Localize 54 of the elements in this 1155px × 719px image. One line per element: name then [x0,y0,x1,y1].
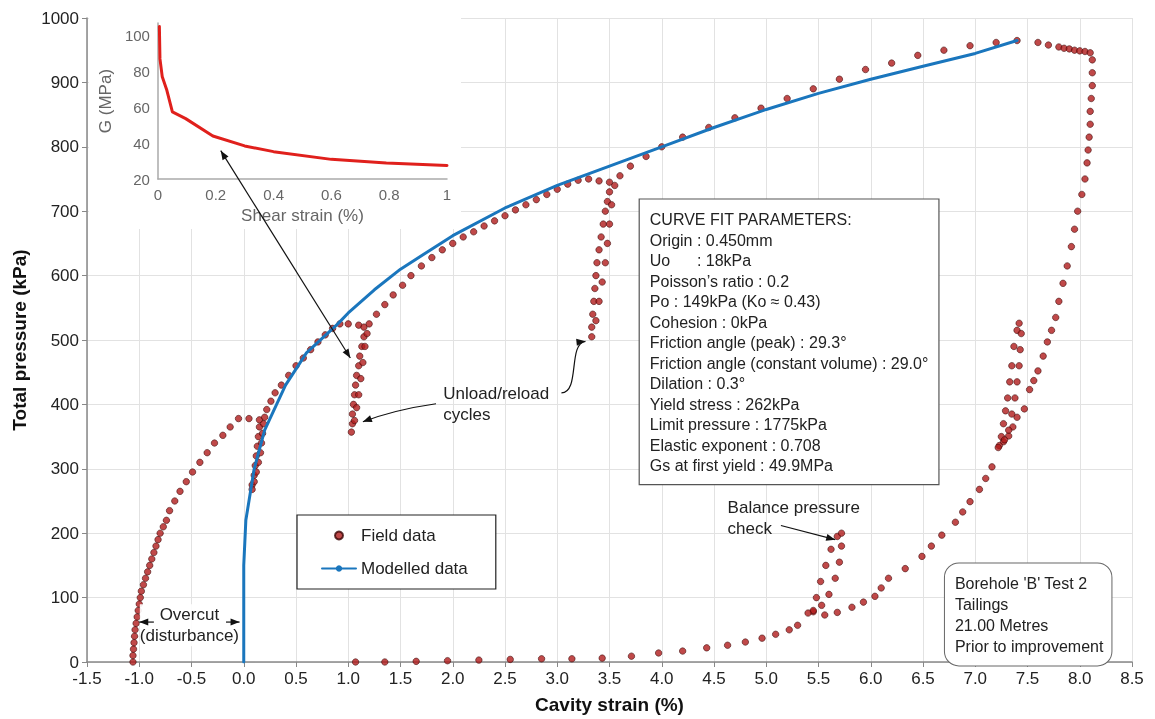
x-tick-label: 2.0 [440,669,465,688]
y-tick-label: 100 [124,27,150,45]
x-tick-label: 4.5 [702,669,726,688]
x-tick-label: 3.0 [545,669,570,688]
x-tick-label: -1.0 [124,669,154,688]
y-tick-label: 80 [133,62,150,80]
y-tick-label: 100 [50,588,79,608]
y-tick-label: 700 [50,201,79,221]
text: CURVE FIT PARAMETERS: Origin : 0.450mm Uo : 18kPa Poisson’s ratio : 0.2 Po : 149kPa (Ko ≈ 0.43) Cohesion : 0kPa Friction angle (peak) : 29.3° Friction angle (constant volume) : 29.0° Dilation : 0.3° Yield stress : 262kPa Limit pressure : 1775kPa Elastic exponent : 0.708 Gs at first yield : 49.9MPa [649,211,929,475]
annotation: Overcut (disturbance) [139,605,240,646]
x-tick-label: 0.5 [284,669,308,688]
x-tick-label: 6.0 [858,669,883,688]
x-tick-label: 0.6 [320,186,342,204]
y-tick-label: 60 [133,98,150,116]
y-tick-label: 600 [50,266,79,286]
x-tick-label: 0.0 [231,669,256,688]
x-tick-label: 5.0 [754,669,779,688]
x-tick-label: -1.5 [72,669,102,688]
x-tick-label: 7.0 [963,669,988,688]
x-tick-label: 2.5 [493,669,517,688]
y-tick-label: 900 [50,72,79,92]
x-tick-label: 0.8 [378,186,400,204]
annotation: Unload/reload cycles [443,383,550,424]
y-tick-label: 0 [69,652,79,672]
x-tick-label: 8.0 [1067,669,1092,688]
legend-label: Field data [361,526,437,545]
x-tick-label: 6.5 [911,669,935,688]
y-tick-label: 1000 [41,8,79,28]
y-tick-label: 200 [50,523,79,543]
x-tick-label: 8.5 [1120,669,1144,688]
y-axis-title: Total pressure (kPa) [9,249,30,431]
x-tick-label: 7.5 [1015,669,1040,688]
x-tick-label: 4.0 [649,669,674,688]
annotation: Balance pressure check [727,498,860,539]
x-tick-label: -0.5 [176,669,207,688]
x-tick-label: 1 [442,186,452,204]
legend-label: Modelled data [361,559,469,578]
x-tick-label: 1.0 [336,669,361,688]
y-tick-label: 300 [50,459,79,479]
y-tick-label: 500 [50,330,79,350]
y-tick-label: 800 [50,137,79,157]
y-axis-title: G (MPa) [96,68,115,134]
x-tick-label: 3.5 [597,669,622,688]
x-axis-title: Cavity strain (%) [535,694,684,715]
x-tick-label: 1.5 [388,669,413,688]
x-tick-label: 5.5 [806,669,831,688]
x-tick-label: 0.2 [205,186,227,204]
annotation: Borehole 'B' Test 2 Tailings 21.00 Metres Prior to improvement [954,575,1104,656]
y-tick-label: 40 [133,134,150,152]
x-tick-label: 0.4 [263,186,284,204]
line-series [157,25,449,167]
x-tick-label: 0 [153,186,163,204]
y-tick-label: 20 [133,170,150,188]
y-tick-label: 400 [50,394,79,414]
